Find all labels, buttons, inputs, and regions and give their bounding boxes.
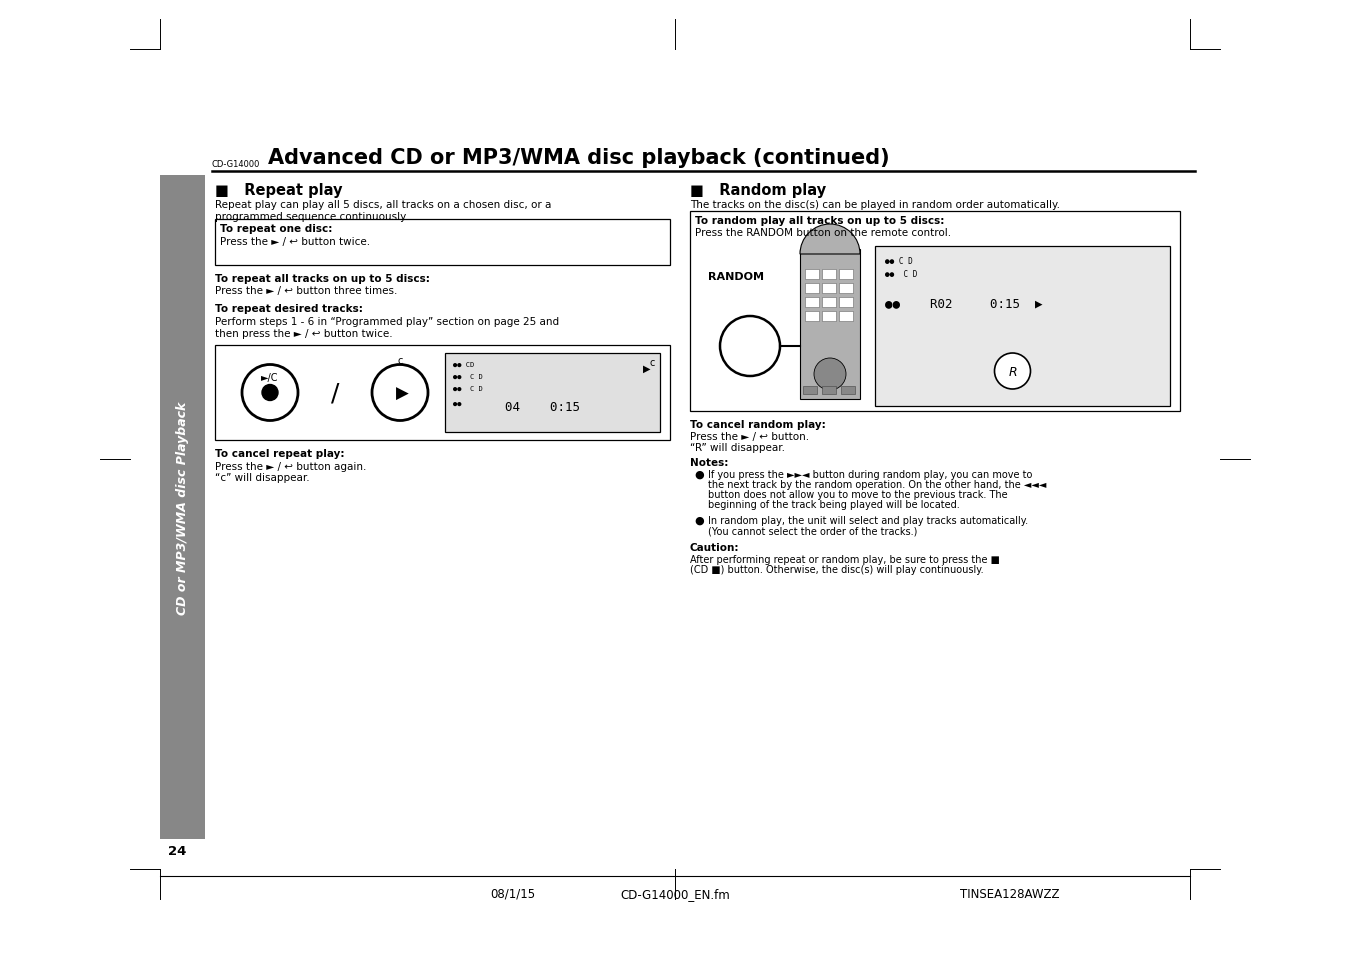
Text: “c” will disappear.: “c” will disappear. <box>215 473 309 482</box>
Text: To repeat one disc:: To repeat one disc: <box>220 224 332 233</box>
Text: CD-G14000_EN.fm: CD-G14000_EN.fm <box>620 887 730 900</box>
Text: Press the ► / ↩ button three times.: Press the ► / ↩ button three times. <box>215 286 397 295</box>
Text: ●: ● <box>694 516 704 525</box>
Bar <box>805 312 819 322</box>
Text: Notes:: Notes: <box>690 457 728 468</box>
Text: CD-G14000: CD-G14000 <box>212 160 261 169</box>
Bar <box>875 247 1170 407</box>
Bar <box>821 312 836 322</box>
Text: ■   Random play: ■ Random play <box>690 183 825 198</box>
Circle shape <box>262 385 278 401</box>
Bar <box>215 220 670 266</box>
Circle shape <box>815 358 846 391</box>
Text: button does not allow you to move to the previous track. The: button does not allow you to move to the… <box>708 490 1008 499</box>
Text: To cancel repeat play:: To cancel repeat play: <box>215 449 345 458</box>
Text: To repeat all tracks on up to 5 discs:: To repeat all tracks on up to 5 discs: <box>215 274 430 284</box>
Text: /: / <box>331 381 339 405</box>
Text: beginning of the track being played will be located.: beginning of the track being played will… <box>708 499 959 510</box>
Text: (You cannot select the order of the tracks.): (You cannot select the order of the trac… <box>708 525 917 536</box>
Text: 04    0:15: 04 0:15 <box>505 400 580 414</box>
Text: After performing repeat or random play, be sure to press the ■: After performing repeat or random play, … <box>690 555 1000 564</box>
Text: ►/C: ►/C <box>261 374 278 383</box>
Text: “R” will disappear.: “R” will disappear. <box>690 442 785 453</box>
Text: ●●: ●● <box>453 400 462 407</box>
Text: ■   Repeat play: ■ Repeat play <box>215 183 343 198</box>
Bar <box>839 284 852 294</box>
Text: then press the ► / ↩ button twice.: then press the ► / ↩ button twice. <box>215 329 393 338</box>
Bar <box>800 250 861 399</box>
Text: R: R <box>1008 365 1017 378</box>
Bar <box>821 284 836 294</box>
Text: The tracks on the disc(s) can be played in random order automatically.: The tracks on the disc(s) can be played … <box>690 200 1061 210</box>
Bar <box>444 354 661 433</box>
Bar <box>842 387 855 395</box>
Bar <box>690 212 1179 412</box>
Text: ●●  C D: ●● C D <box>885 270 917 278</box>
Text: Press the ► / ↩ button twice.: Press the ► / ↩ button twice. <box>220 236 370 247</box>
Text: Advanced CD or MP3/WMA disc playback (continued): Advanced CD or MP3/WMA disc playback (co… <box>267 148 889 168</box>
Text: ●●  C D: ●● C D <box>453 374 482 379</box>
Bar <box>821 387 836 395</box>
Text: c: c <box>650 357 655 368</box>
Text: ●: ● <box>694 470 704 479</box>
Bar <box>215 346 670 440</box>
Bar <box>159 175 205 840</box>
Text: ▶: ▶ <box>643 364 650 374</box>
Text: 24: 24 <box>168 844 186 857</box>
Text: To repeat desired tracks:: To repeat desired tracks: <box>215 304 363 314</box>
Bar <box>805 284 819 294</box>
Bar <box>839 312 852 322</box>
Text: the next track by the random operation. On the other hand, the ◄◄◄: the next track by the random operation. … <box>708 479 1047 490</box>
Bar <box>821 297 836 308</box>
Text: Press the ► / ↩ button.: Press the ► / ↩ button. <box>690 432 809 441</box>
Text: RANDOM: RANDOM <box>708 272 765 282</box>
Text: Press the ► / ↩ button again.: Press the ► / ↩ button again. <box>215 461 366 472</box>
Text: ●● CD: ●● CD <box>453 361 474 368</box>
Bar <box>821 270 836 280</box>
Text: If you press the ►►◄ button during random play, you can move to: If you press the ►►◄ button during rando… <box>708 470 1032 479</box>
Bar <box>839 297 852 308</box>
Circle shape <box>242 365 299 421</box>
Text: ▶: ▶ <box>396 384 408 402</box>
Circle shape <box>720 316 780 376</box>
Circle shape <box>372 365 428 421</box>
Wedge shape <box>800 225 861 254</box>
Text: Repeat play can play all 5 discs, all tracks on a chosen disc, or a: Repeat play can play all 5 discs, all tr… <box>215 200 551 210</box>
Text: In random play, the unit will select and play tracks automatically.: In random play, the unit will select and… <box>708 516 1028 525</box>
Text: To random play all tracks on up to 5 discs:: To random play all tracks on up to 5 dis… <box>694 215 944 226</box>
Text: (CD ■) button. Otherwise, the disc(s) will play continuously.: (CD ■) button. Otherwise, the disc(s) wi… <box>690 564 984 575</box>
Text: Caution:: Caution: <box>690 542 739 553</box>
Bar <box>805 297 819 308</box>
Text: ●●  C D: ●● C D <box>453 386 482 392</box>
Text: To cancel random play:: To cancel random play: <box>690 419 825 430</box>
Text: c: c <box>397 356 403 366</box>
Text: ●●    R02     0:15  ▶: ●● R02 0:15 ▶ <box>885 296 1043 310</box>
Circle shape <box>994 354 1031 390</box>
Text: 08/1/15: 08/1/15 <box>490 887 535 900</box>
Bar <box>839 270 852 280</box>
Bar <box>802 387 817 395</box>
Text: TINSEA128AWZZ: TINSEA128AWZZ <box>961 887 1059 900</box>
Text: Perform steps 1 - 6 in “Programmed play” section on page 25 and: Perform steps 1 - 6 in “Programmed play”… <box>215 316 559 327</box>
Bar <box>805 270 819 280</box>
Text: ●● C D: ●● C D <box>885 256 913 266</box>
Text: programmed sequence continuously.: programmed sequence continuously. <box>215 212 408 222</box>
Text: CD or MP3/WMA disc Playback: CD or MP3/WMA disc Playback <box>176 401 189 614</box>
Text: Press the RANDOM button on the remote control.: Press the RANDOM button on the remote co… <box>694 228 951 237</box>
